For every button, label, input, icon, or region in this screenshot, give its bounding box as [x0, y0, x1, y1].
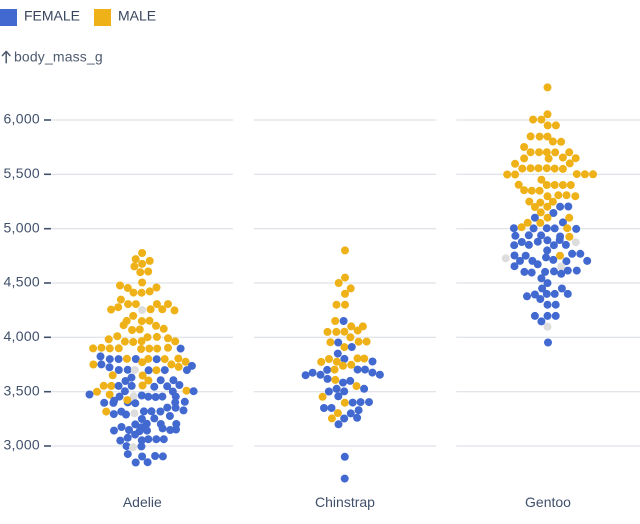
svg-text:4,000: 4,000	[3, 328, 40, 344]
svg-text:Adelie: Adelie	[123, 494, 162, 510]
svg-text:4,500: 4,500	[3, 274, 40, 290]
svg-text:5,000: 5,000	[3, 219, 40, 235]
svg-text:3,500: 3,500	[3, 382, 40, 398]
svg-text:5,500: 5,500	[3, 165, 40, 181]
svg-text:body_mass_g: body_mass_g	[14, 49, 103, 65]
svg-text:MALE: MALE	[118, 8, 156, 24]
svg-text:Gentoo: Gentoo	[525, 494, 571, 510]
svg-text:FEMALE: FEMALE	[24, 8, 80, 24]
svg-text:Chinstrap: Chinstrap	[315, 494, 375, 510]
svg-text:3,000: 3,000	[3, 437, 40, 453]
svg-text:6,000: 6,000	[3, 111, 40, 127]
